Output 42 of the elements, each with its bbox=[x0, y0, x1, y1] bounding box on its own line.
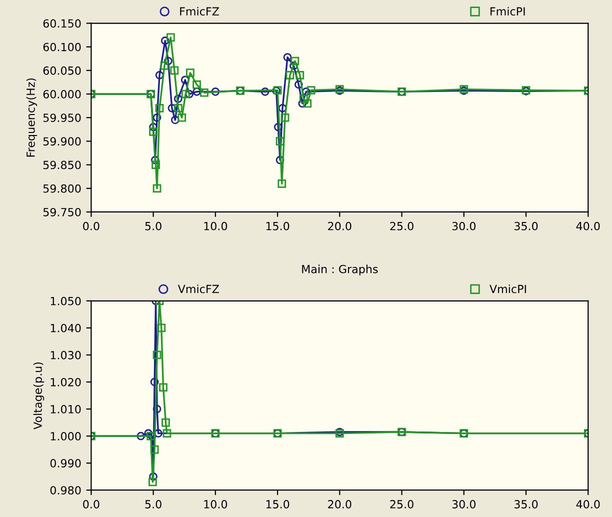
y-axis-title: Frequency(Hz) bbox=[26, 78, 38, 157]
y-tick-label: 59.850 bbox=[43, 160, 81, 170]
x-tick-label: 5.0 bbox=[145, 222, 162, 230]
y-tick-label: 1.010 bbox=[50, 404, 81, 414]
x-tick-label: 25.0 bbox=[390, 500, 414, 508]
y-tick-label: 1.040 bbox=[50, 324, 81, 332]
x-tick-label: 5.0 bbox=[145, 500, 162, 508]
x-tick-label: 0.0 bbox=[83, 222, 100, 230]
x-tick-label: 15.0 bbox=[266, 500, 290, 508]
x-tick-label: 25.0 bbox=[390, 222, 414, 230]
y-tick-label: 59.750 bbox=[43, 208, 81, 216]
x-tick-label: 30.0 bbox=[452, 222, 476, 230]
legend-label: VmicFZ bbox=[178, 284, 219, 294]
x-tick-label: 40.0 bbox=[576, 222, 600, 230]
y-tick-label: 60.150 bbox=[43, 19, 81, 28]
y-tick-label: 60.100 bbox=[43, 42, 81, 52]
chart-title: Main : Graphs bbox=[302, 264, 378, 276]
y-axis-title: Voltage(p.u) bbox=[33, 362, 44, 430]
x-tick-label: 15.0 bbox=[266, 222, 290, 230]
y-tick-label: 59.950 bbox=[43, 114, 81, 122]
x-tick-label: 35.0 bbox=[514, 222, 538, 230]
x-tick-label: 10.0 bbox=[204, 500, 228, 508]
x-tick-label: 20.0 bbox=[328, 222, 352, 230]
x-tick-label: 35.0 bbox=[514, 500, 538, 508]
y-tick-label: 59.800 bbox=[43, 184, 81, 193]
legend-label: FmicPI bbox=[490, 6, 525, 16]
x-tick-label: 20.0 bbox=[328, 500, 352, 508]
y-tick-label: 1.050 bbox=[50, 296, 81, 306]
x-tick-label: 0.0 bbox=[83, 500, 100, 508]
y-tick-label: 60.000 bbox=[43, 90, 81, 98]
y-tick-label: 59.900 bbox=[43, 137, 81, 146]
x-tick-label: 30.0 bbox=[452, 500, 476, 508]
y-tick-label: 0.990 bbox=[50, 459, 81, 468]
x-tick-label: 10.0 bbox=[204, 222, 228, 230]
y-tick-label: 1.000 bbox=[50, 432, 81, 440]
y-tick-label: 60.050 bbox=[43, 66, 81, 75]
legend-label: FmicFZ bbox=[180, 6, 219, 16]
x-tick-label: 40.0 bbox=[576, 500, 600, 508]
legend-label: VmicPI bbox=[490, 284, 526, 294]
y-tick-label: 1.030 bbox=[50, 350, 81, 360]
y-tick-label: 1.020 bbox=[50, 378, 81, 386]
y-tick-label: 0.980 bbox=[50, 486, 81, 494]
